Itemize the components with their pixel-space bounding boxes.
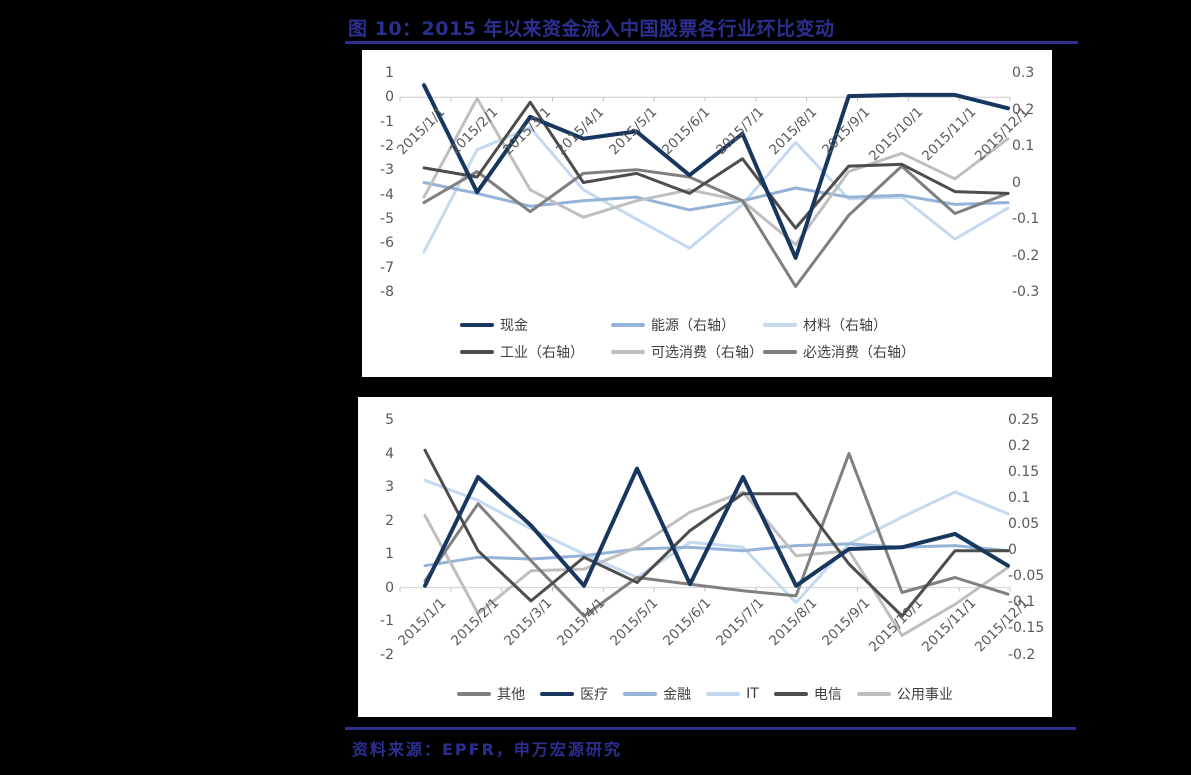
legend-label: 医疗 xyxy=(580,687,609,703)
legend-label: 工业（右轴） xyxy=(500,345,584,361)
y-axis-label-right: -0.1 xyxy=(1008,594,1036,611)
legend-marker-line xyxy=(773,692,808,696)
legend-marker-line xyxy=(623,692,658,696)
y-axis-label-right: -0.1 xyxy=(1012,211,1040,227)
source-rule xyxy=(345,727,1076,730)
y-axis-label-left: -4 xyxy=(380,186,394,203)
legend-marker-line xyxy=(611,323,645,327)
y-axis-label-left: -2 xyxy=(380,646,394,663)
legend-marker-line xyxy=(611,350,645,354)
y-axis-label-right: -0.05 xyxy=(1008,568,1045,585)
figure-title: 图 10：2015 年以来资金流入中国股票各行业环比变动 xyxy=(348,18,835,40)
legend-label: 电信 xyxy=(813,687,842,703)
legend-item: 工业（右轴） xyxy=(460,342,584,362)
series-line-IT xyxy=(423,478,1010,605)
legend-label: 能源（右轴） xyxy=(651,318,735,334)
series-line-公用事业 xyxy=(423,490,1010,637)
legend-item: 医疗 xyxy=(540,684,608,704)
bottom-chart-panel: 5 4 3 2 1 0 -1 -2 0.25 0.2 0.15 0.1 0.05 0 -0.05 -0.1 -0… xyxy=(358,397,1052,717)
y-axis-label-right: 0 xyxy=(1008,542,1017,559)
y-axis-label-left: -7 xyxy=(380,259,394,276)
series-line-金融 xyxy=(423,542,1010,568)
legend-label: 必选消费（右轴） xyxy=(803,345,915,361)
y-axis-label-left: 3 xyxy=(385,479,394,495)
legend-label: 金融 xyxy=(663,687,692,703)
legend-item: 能源（右轴） xyxy=(611,315,735,335)
legend-item: 金融 xyxy=(623,684,691,704)
y-axis-label-right: -0.2 xyxy=(1008,646,1036,663)
legend-item-slot: 工业（右轴） xyxy=(460,343,584,361)
legend-marker-line xyxy=(460,350,494,354)
top-chart-canvas xyxy=(399,83,1011,288)
y-axis-label-left: 0 xyxy=(385,579,394,596)
legend-marker-line xyxy=(457,692,492,696)
legend-item-slot: 现金 xyxy=(460,316,528,334)
legend-item: 其他 xyxy=(457,684,525,704)
y-axis-label-left: 1 xyxy=(385,65,394,81)
y-axis-label-right: 0.3 xyxy=(1012,65,1035,81)
legend-item: 电信 xyxy=(773,684,842,704)
y-axis-label-left: 0 xyxy=(385,89,394,106)
y-axis-label-right: 0.1 xyxy=(1008,490,1031,507)
legend-marker-line xyxy=(540,692,575,696)
legend: 其他 医疗 金融 IT 电信 公用事业 xyxy=(358,684,1052,704)
legend-item: 现金 xyxy=(460,315,528,335)
y-axis-label-left: -5 xyxy=(380,211,394,227)
legend-label: 公用事业 xyxy=(896,687,953,703)
y-axis-label-right: -0.3 xyxy=(1012,284,1040,300)
y-axis-label-right: 0.15 xyxy=(1008,464,1040,481)
series-line-医疗 xyxy=(423,466,1010,588)
legend-item: IT xyxy=(706,686,759,702)
bottom-chart-canvas xyxy=(399,448,1011,637)
y-axis-label-left: 2 xyxy=(385,512,394,529)
title-rule xyxy=(345,41,1078,44)
y-axis-label-right: -0.15 xyxy=(1008,620,1045,637)
series-line-工业（右轴） xyxy=(422,100,1010,230)
series-line-可选消费（右轴） xyxy=(422,97,1010,247)
y-axis-label-left: -3 xyxy=(380,162,394,179)
y-axis-label-right: -0.2 xyxy=(1012,247,1040,264)
y-axis-label-right: 0.2 xyxy=(1012,101,1035,118)
y-axis-label-right: 0 xyxy=(1012,174,1021,191)
y-axis-label-right: 0.25 xyxy=(1008,412,1040,428)
top-chart-panel: 1 0 -1 -2 -3 -4 -5 -6 -7 -8 0.3 0.2 0.1 0 -0.1 -0.2 -0.3… xyxy=(362,50,1052,377)
y-axis-label-right: 0.1 xyxy=(1012,138,1035,154)
legend-item-slot: 必选消费（右轴） xyxy=(763,343,915,361)
y-axis-label-right: 0.05 xyxy=(1008,516,1040,533)
legend-item: 可选消费（右轴） xyxy=(611,342,763,362)
series-line-现金 xyxy=(422,83,1010,260)
legend-marker-line xyxy=(763,323,797,327)
legend-item-slot: 能源（右轴） xyxy=(611,316,735,334)
series-line-其他 xyxy=(423,452,1010,618)
legend-item: 必选消费（右轴） xyxy=(763,342,915,362)
legend-label: 其他 xyxy=(497,687,526,703)
y-axis-label-left: -1 xyxy=(380,113,394,130)
legend-marker-line xyxy=(460,323,494,327)
legend-item: 公用事业 xyxy=(856,684,953,704)
y-axis-label-left: -1 xyxy=(380,613,394,629)
series-line-电信 xyxy=(423,448,1010,618)
legend-marker-line xyxy=(763,350,797,354)
legend-item-slot: 可选消费（右轴） xyxy=(611,343,763,361)
y-axis-label-left: 4 xyxy=(385,445,394,462)
legend-label: IT xyxy=(746,686,759,702)
y-axis-label-right: 0.2 xyxy=(1008,438,1031,455)
legend-marker-line xyxy=(706,692,741,696)
legend-marker-line xyxy=(856,692,891,696)
y-axis-label-left: -6 xyxy=(380,235,394,252)
y-axis-label-left: -8 xyxy=(380,284,394,300)
legend-label: 材料（右轴） xyxy=(803,318,887,334)
series-line-必选消费（右轴） xyxy=(422,164,1010,288)
legend-item-slot: 材料（右轴） xyxy=(763,316,887,334)
legend-label: 现金 xyxy=(500,318,528,334)
legend-item: 材料（右轴） xyxy=(763,315,887,335)
y-axis-label-left: -2 xyxy=(380,138,394,154)
source-text: 资料来源：EPFR，申万宏源研究 xyxy=(352,740,622,759)
legend-label: 可选消费（右轴） xyxy=(651,345,763,361)
y-axis-label-left: 5 xyxy=(385,412,394,428)
y-axis-label-left: 1 xyxy=(385,546,394,562)
